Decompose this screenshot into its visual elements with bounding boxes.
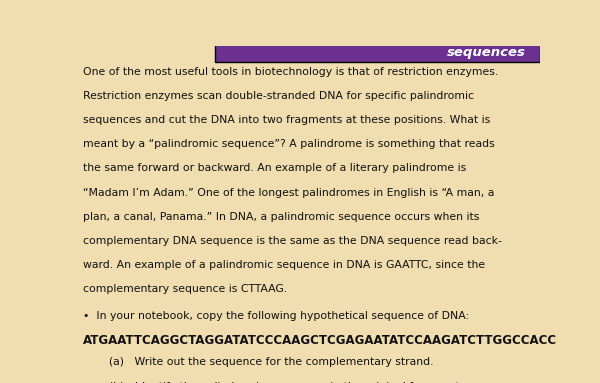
Text: (a)   Write out the sequence for the complementary strand.: (a) Write out the sequence for the compl… <box>109 357 433 367</box>
Text: ward. An example of a palindromic sequence in DNA is GAATTC, since the: ward. An example of a palindromic sequen… <box>83 260 485 270</box>
Text: sequences: sequences <box>447 46 526 59</box>
Text: “Madam I’m Adam.” One of the longest palindromes in English is “A man, a: “Madam I’m Adam.” One of the longest pal… <box>83 188 495 198</box>
Text: complementary DNA sequence is the same as the DNA sequence read back-: complementary DNA sequence is the same a… <box>83 236 502 246</box>
Text: the same forward or backward. An example of a literary palindrome is: the same forward or backward. An example… <box>83 163 467 173</box>
Text: sequences and cut the DNA into two fragments at these positions. What is: sequences and cut the DNA into two fragm… <box>83 115 491 125</box>
Text: •  In your notebook, copy the following hypothetical sequence of DNA:: • In your notebook, copy the following h… <box>83 311 469 321</box>
FancyBboxPatch shape <box>215 43 540 62</box>
Text: meant by a “palindromic sequence”? A palindrome is something that reads: meant by a “palindromic sequence”? A pal… <box>83 139 495 149</box>
Text: Restriction enzymes scan double-stranded DNA for specific palindromic: Restriction enzymes scan double-stranded… <box>83 91 475 101</box>
Text: One of the most useful tools in biotechnology is that of restriction enzymes.: One of the most useful tools in biotechn… <box>83 67 499 77</box>
Text: complementary sequence is CTTAAG.: complementary sequence is CTTAAG. <box>83 284 287 294</box>
Text: ATGAATTCAGGCTAGGATATCCCAAGCTCGAGAATATCCAAGATCTTGGCCACC: ATGAATTCAGGCTAGGATATCCCAAGCTCGAGAATATCCA… <box>83 334 557 347</box>
Text: plan, a canal, Panama.” In DNA, a palindromic sequence occurs when its: plan, a canal, Panama.” In DNA, a palind… <box>83 212 480 222</box>
Text: (b)   Identify the palindromic sequences in the original fragment.: (b) Identify the palindromic sequences i… <box>109 381 463 383</box>
